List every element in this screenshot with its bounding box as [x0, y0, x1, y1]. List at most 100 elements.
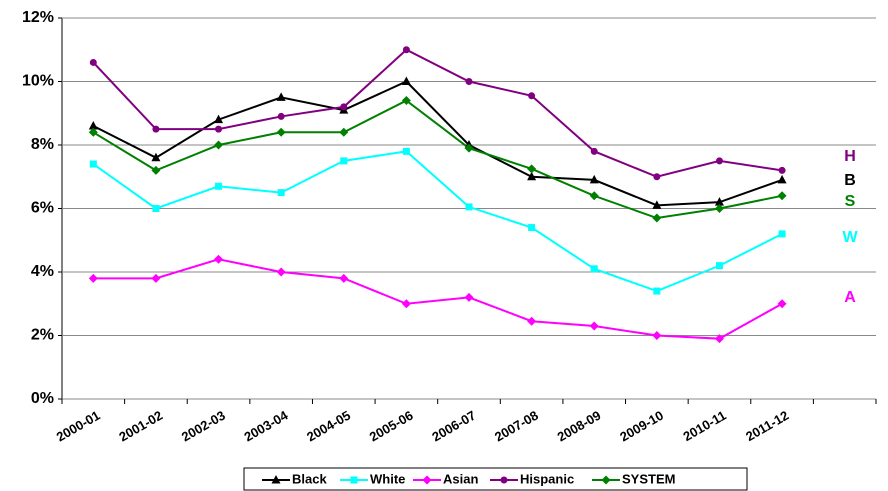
marker	[401, 76, 411, 85]
legend-item: Black	[262, 471, 327, 486]
x-tick-label: 2010-11	[680, 408, 728, 444]
y-tick-label: 6%	[31, 200, 54, 217]
x-tick-label: 2011-12	[743, 408, 791, 444]
series-line	[92, 99, 783, 220]
annotation: H	[844, 148, 856, 165]
marker	[777, 299, 787, 309]
marker	[714, 204, 724, 213]
series-line	[93, 258, 783, 340]
marker	[590, 147, 598, 155]
marker	[715, 262, 723, 270]
marker	[527, 171, 537, 181]
legend-item: Hispanic	[490, 471, 574, 486]
marker	[777, 191, 787, 201]
marker	[89, 58, 97, 66]
marker	[590, 265, 598, 273]
series-line	[92, 150, 783, 293]
series-line	[92, 48, 783, 178]
legend-label: Hispanic	[520, 471, 574, 486]
marker	[589, 321, 599, 331]
marker	[601, 475, 611, 485]
series-line	[92, 80, 783, 207]
y-tick-label: 0%	[31, 390, 54, 407]
x-tick-label: 2008-09	[555, 408, 604, 445]
marker	[276, 267, 286, 277]
marker	[778, 166, 786, 174]
marker	[715, 157, 723, 165]
x-tick-label: 2009-10	[617, 408, 666, 445]
marker	[528, 224, 536, 232]
marker	[271, 475, 281, 484]
x-tick-label: 2004-05	[304, 408, 353, 445]
x-tick-label: 2002-03	[179, 408, 228, 445]
marker	[528, 92, 536, 100]
marker	[340, 103, 348, 111]
legend-label: White	[370, 471, 405, 486]
x-tick-label: 2001-02	[116, 408, 165, 445]
marker	[777, 174, 787, 184]
marker	[276, 127, 286, 137]
marker	[89, 160, 97, 168]
marker	[652, 331, 662, 340]
marker	[500, 476, 508, 484]
marker	[214, 140, 224, 150]
legend-item: White	[340, 471, 405, 486]
x-tick-label: 2000-01	[54, 408, 103, 445]
y-tick-label: 8%	[31, 136, 54, 153]
x-tick-label: 2005-06	[367, 408, 416, 445]
marker	[152, 205, 160, 212]
annotation: A	[844, 289, 856, 306]
x-tick-label: 2007-08	[492, 408, 541, 445]
marker	[465, 78, 473, 85]
marker	[276, 92, 286, 101]
x-tick-label: 2003-04	[242, 407, 291, 444]
y-tick-label: 2%	[31, 327, 54, 344]
marker	[401, 299, 411, 309]
marker	[214, 254, 224, 264]
marker	[402, 147, 410, 155]
marker	[464, 292, 474, 302]
marker	[215, 125, 223, 133]
marker	[88, 120, 98, 130]
marker	[88, 127, 98, 137]
legend-label: Black	[292, 471, 327, 486]
marker	[714, 197, 724, 206]
marker	[152, 125, 160, 133]
legend-label: Asian	[443, 471, 478, 486]
y-tick-label: 10%	[22, 73, 54, 90]
marker	[652, 200, 662, 209]
x-tick-label: 2006-07	[429, 408, 478, 445]
marker	[652, 213, 662, 223]
y-tick-label: 4%	[31, 263, 54, 280]
marker	[401, 96, 411, 106]
y-tick-label: 12%	[22, 9, 54, 26]
marker	[151, 273, 161, 283]
marker	[714, 334, 724, 344]
marker	[350, 476, 358, 484]
marker	[339, 273, 349, 283]
annotation: B	[844, 172, 856, 189]
marker	[277, 189, 285, 197]
annotation: W	[842, 229, 858, 246]
marker	[653, 173, 661, 181]
marker	[527, 316, 537, 326]
marker	[339, 127, 349, 137]
marker	[778, 230, 786, 238]
marker	[88, 273, 98, 283]
marker	[589, 191, 599, 201]
marker	[589, 174, 599, 184]
marker	[277, 112, 285, 120]
marker	[215, 182, 223, 190]
marker	[214, 114, 224, 124]
marker	[340, 157, 348, 165]
marker	[402, 46, 410, 54]
marker	[653, 287, 661, 295]
legend-item: SYSTEM	[592, 471, 675, 486]
legend-item: Asian	[413, 471, 478, 486]
marker	[527, 164, 537, 174]
marker	[464, 143, 474, 153]
marker	[422, 475, 432, 485]
marker	[151, 152, 161, 162]
marker	[151, 165, 161, 175]
